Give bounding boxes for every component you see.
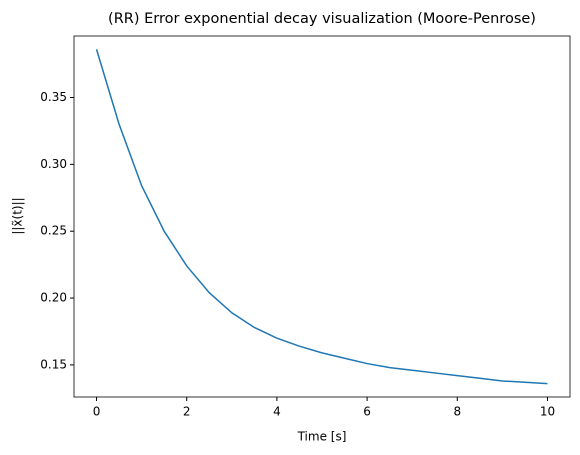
x-tick-label: 2 (183, 405, 191, 419)
x-tick-label: 8 (453, 405, 461, 419)
x-tick-label: 10 (540, 405, 555, 419)
chart-title: (RR) Error exponential decay visualizati… (108, 11, 536, 27)
x-tick-label: 0 (93, 405, 101, 419)
y-tick-label: 0.15 (40, 357, 67, 371)
x-tick-label: 6 (363, 405, 371, 419)
y-tick-label: 0.30 (40, 157, 67, 171)
y-tick-label: 0.35 (40, 90, 67, 104)
line-series (95, 49, 548, 385)
y-axis-label: ||x̃(t)|| (11, 197, 25, 234)
y-tick-label: 0.25 (40, 224, 67, 238)
y-tick-label: 0.20 (40, 291, 67, 305)
plot-frame (73, 35, 571, 398)
x-axis-label: Time [s] (297, 430, 347, 444)
x-tick-label: 4 (273, 405, 281, 419)
